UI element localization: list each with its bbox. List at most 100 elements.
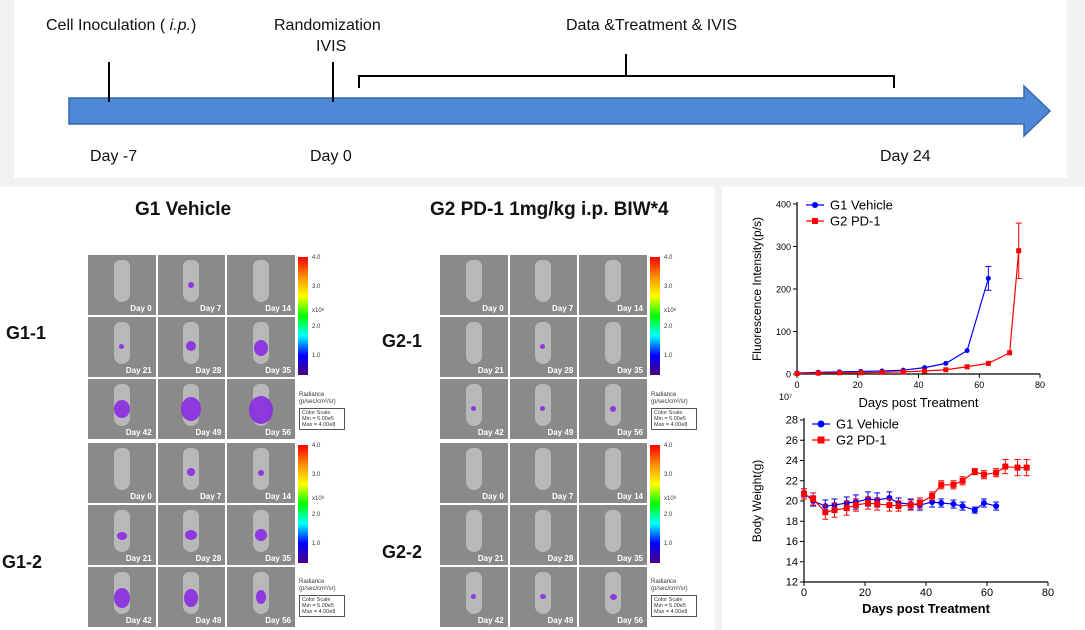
cb-scale-max: Max = 4.00e8 bbox=[302, 609, 336, 615]
data-point bbox=[922, 368, 928, 374]
day-label: Day 28 bbox=[547, 554, 574, 563]
x-tick-label: 80 bbox=[1035, 380, 1045, 390]
cb-exp: x10⁸ bbox=[312, 496, 325, 502]
data-point bbox=[865, 500, 872, 507]
data-point bbox=[843, 505, 850, 512]
legend-label: G2 PD-1 bbox=[830, 214, 881, 229]
x-tick-label: 20 bbox=[853, 380, 863, 390]
cb-radiance-label: Radiance bbox=[299, 392, 325, 398]
image-cell: Day 35 bbox=[579, 505, 647, 565]
cb-scale-title: Color Scale bbox=[302, 410, 331, 416]
image-cell: Day 14 bbox=[579, 255, 647, 315]
image-cell: Day 56 bbox=[579, 567, 647, 627]
day-label: Day 42 bbox=[477, 428, 504, 437]
cb-tick: 4.0 bbox=[664, 443, 673, 449]
x-tick-label: 60 bbox=[974, 380, 984, 390]
cb-radiance-unit: (p/sec/cm²/sr) bbox=[651, 399, 688, 405]
data-point bbox=[852, 502, 859, 509]
cb-exp: x10⁸ bbox=[664, 496, 677, 502]
image-cell: Day 42 bbox=[440, 379, 508, 439]
day-label: Day 56 bbox=[265, 616, 291, 625]
label-g1-2: G1-2 bbox=[2, 552, 43, 572]
image-cell: Day 42 bbox=[88, 379, 156, 439]
cb-tick: 4.0 bbox=[312, 443, 321, 449]
data-point bbox=[900, 369, 906, 375]
g1-1-image-grid: Day 0 Day 7 Day 14 Day 21 Day 28 Day 35 … bbox=[88, 255, 295, 439]
charts-panel: 0 100 200 300 400 0 20 40 60 80 Days post Treatmen… bbox=[722, 187, 1085, 630]
data-point bbox=[985, 360, 991, 366]
day-label: Day 7 bbox=[199, 304, 222, 313]
data-point bbox=[929, 492, 936, 499]
y-tick-label: 200 bbox=[776, 285, 791, 295]
y-tick-label: 0 bbox=[786, 370, 791, 380]
data-point bbox=[971, 507, 978, 514]
treatment-bracket bbox=[358, 54, 895, 88]
data-point bbox=[938, 500, 945, 507]
data-point bbox=[886, 502, 893, 509]
y-tick-label: 18 bbox=[786, 516, 798, 528]
data-point bbox=[1007, 350, 1013, 356]
data-point bbox=[985, 275, 991, 281]
data-point bbox=[943, 367, 949, 373]
cb-tick: 3.0 bbox=[664, 472, 673, 478]
day-label: Day 56 bbox=[617, 616, 643, 625]
day-label: Day 7 bbox=[199, 492, 222, 501]
series-line bbox=[796, 278, 989, 374]
day-label: Day 49 bbox=[195, 428, 222, 437]
series-line bbox=[803, 465, 1027, 513]
x-axis-label: Days post Treatment bbox=[862, 601, 991, 616]
cb-radiance-unit: (p/sec/cm²/sr) bbox=[299, 586, 336, 592]
y-tick-label: 26 bbox=[786, 435, 798, 447]
event-ivis: IVIS bbox=[316, 38, 347, 55]
timeline-arrow bbox=[68, 84, 1052, 138]
day-label: Day 14 bbox=[265, 492, 291, 501]
fluorescence-chart: 0 100 200 300 400 0 20 40 60 80 Days post Treatmen… bbox=[750, 198, 1045, 411]
event-cell-inoculation-text: Cell Inoculation ( bbox=[46, 17, 170, 34]
event-route-italic: i.p. bbox=[169, 17, 191, 34]
cb-tick: 1.0 bbox=[664, 541, 673, 547]
day-label-minus7: Day -7 bbox=[90, 148, 138, 165]
day-label: Day 7 bbox=[551, 304, 574, 313]
data-point bbox=[1023, 464, 1030, 471]
image-cell: Day 35 bbox=[227, 317, 295, 377]
y-axis-label: Fluorescence Intensity(p/s) bbox=[750, 217, 764, 361]
event-cell-inoculation-close: ) bbox=[190, 17, 197, 34]
legend-label: G2 PD-1 bbox=[836, 433, 887, 448]
title-g1: G1 Vehicle bbox=[135, 199, 232, 220]
y-tick-label: 100 bbox=[776, 327, 791, 337]
day-label-0: Day 0 bbox=[310, 148, 352, 165]
data-point bbox=[831, 507, 838, 514]
data-point bbox=[1016, 248, 1022, 254]
cb-radiance: Radiance (p/sec/cm²/sr) bbox=[651, 579, 701, 593]
data-point bbox=[993, 503, 1000, 510]
cb-exp: x10⁸ bbox=[312, 308, 325, 314]
day-label: Day 28 bbox=[547, 366, 574, 375]
image-cell: Day 35 bbox=[579, 317, 647, 377]
day-label: Day 35 bbox=[617, 366, 643, 375]
legend-label: G1 Vehicle bbox=[836, 417, 899, 432]
legend-marker bbox=[817, 420, 825, 428]
image-cell: Day 0 bbox=[88, 443, 156, 503]
cb-radiance-unit: (p/sec/cm²/sr) bbox=[299, 399, 336, 405]
image-cell: Day 56 bbox=[579, 379, 647, 439]
cb-scale-title: Color Scale bbox=[654, 597, 683, 603]
cb-scale-min: Min = 5.00e5 bbox=[302, 603, 334, 609]
x-tick-label: 60 bbox=[981, 587, 993, 599]
data-point bbox=[943, 360, 949, 366]
legend-marker bbox=[812, 202, 818, 208]
y-tick-label: 12 bbox=[786, 577, 798, 589]
x-tick-label: 40 bbox=[920, 587, 932, 599]
image-cell: Day 28 bbox=[509, 505, 578, 565]
data-point bbox=[916, 500, 923, 507]
cb-exp: x10⁸ bbox=[664, 308, 677, 314]
y-tick-label: 22 bbox=[786, 475, 798, 487]
cb-scale-min: Min = 5.00e5 bbox=[654, 603, 686, 609]
legend-marker bbox=[812, 218, 818, 224]
cb-scale-min: Min = 5.00e5 bbox=[654, 416, 686, 422]
day-label: Day 0 bbox=[482, 304, 504, 313]
y-tick-label: 14 bbox=[786, 556, 798, 568]
data-point bbox=[895, 503, 902, 510]
data-point bbox=[964, 364, 970, 370]
cb-scale-box: Color Scale Min = 5.00e5 Max = 4.00e8 bbox=[651, 595, 697, 617]
timeline-panel: Cell Inoculation ( i.p.) Randomization I… bbox=[14, 0, 1067, 178]
